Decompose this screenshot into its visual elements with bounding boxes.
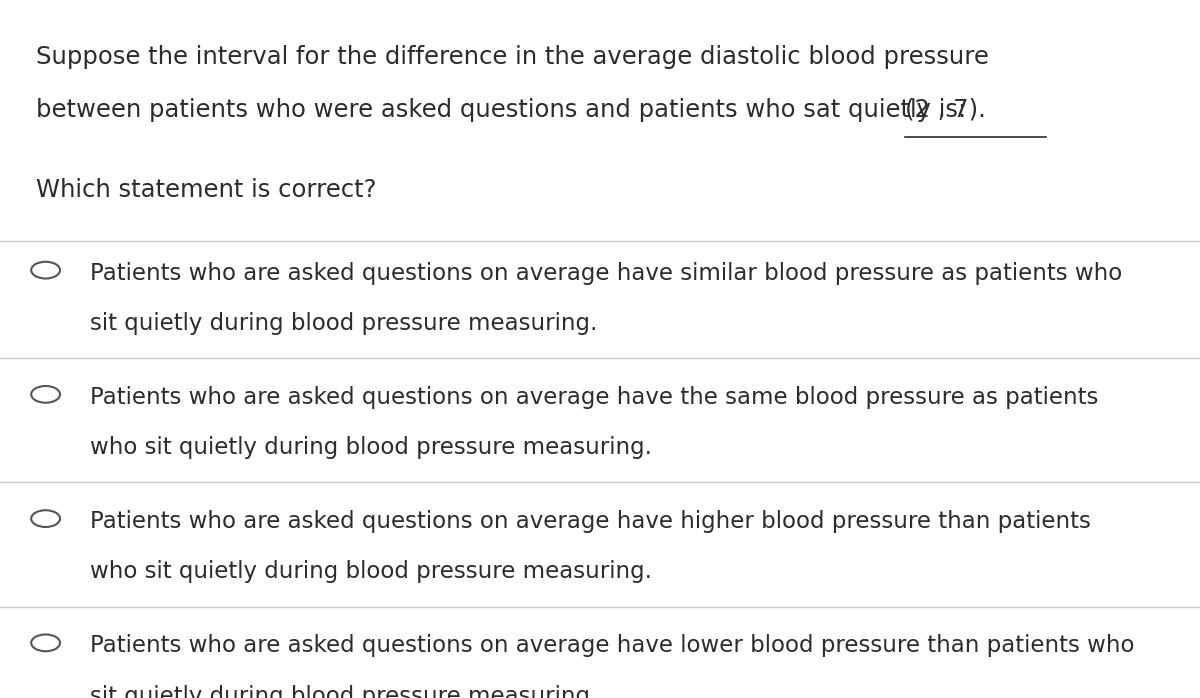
Text: Which statement is correct?: Which statement is correct? bbox=[36, 178, 377, 202]
Text: who sit quietly during blood pressure measuring.: who sit quietly during blood pressure me… bbox=[90, 560, 652, 584]
Text: who sit quietly during blood pressure measuring.: who sit quietly during blood pressure me… bbox=[90, 436, 652, 459]
Text: sit quietly during blood pressure measuring.: sit quietly during blood pressure measur… bbox=[90, 312, 598, 335]
Text: between patients who were asked questions and patients who sat quietly is:: between patients who were asked question… bbox=[36, 98, 974, 121]
Text: Suppose the interval for the difference in the average diastolic blood pressure: Suppose the interval for the difference … bbox=[36, 45, 989, 69]
Text: Patients who are asked questions on average have lower blood pressure than patie: Patients who are asked questions on aver… bbox=[90, 634, 1134, 658]
Text: Patients who are asked questions on average have higher blood pressure than pati: Patients who are asked questions on aver… bbox=[90, 510, 1091, 533]
Text: Patients who are asked questions on average have similar blood pressure as patie: Patients who are asked questions on aver… bbox=[90, 262, 1122, 285]
Text: sit quietly during blood pressure measuring.: sit quietly during blood pressure measur… bbox=[90, 685, 598, 698]
Text: (2 , 7).: (2 , 7). bbox=[905, 98, 985, 121]
Text: Patients who are asked questions on average have the same blood pressure as pati: Patients who are asked questions on aver… bbox=[90, 386, 1098, 409]
